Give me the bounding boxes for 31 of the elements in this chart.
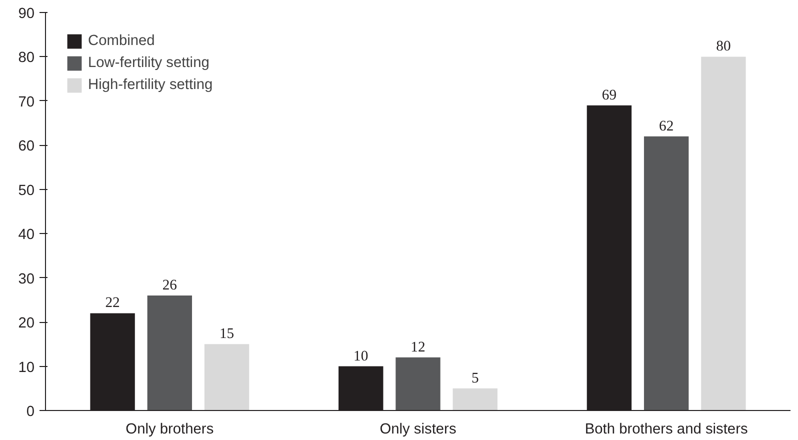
y-tick-label: 30 bbox=[18, 271, 35, 288]
data-label: 15 bbox=[219, 326, 234, 342]
legend-label: Low-fertility setting bbox=[88, 55, 210, 71]
data-label: 69 bbox=[602, 87, 617, 104]
data-label: 80 bbox=[716, 38, 731, 55]
bar bbox=[644, 136, 689, 410]
legend-label: High-fertility setting bbox=[88, 77, 213, 93]
x-tick-label: Both brothers and sisters bbox=[584, 422, 748, 438]
bar bbox=[701, 56, 746, 410]
data-label: 26 bbox=[162, 278, 177, 294]
y-tick-label: 10 bbox=[18, 360, 35, 376]
bar bbox=[147, 296, 192, 410]
data-label: 12 bbox=[410, 339, 426, 356]
data-label: 5 bbox=[471, 370, 479, 386]
y-tick-label: 80 bbox=[18, 50, 35, 66]
bar bbox=[452, 388, 498, 410]
data-label: 22 bbox=[105, 295, 120, 312]
y-tick-label: 60 bbox=[18, 138, 35, 155]
y-tick-label: 0 bbox=[26, 404, 35, 420]
x-tick-label: Only brothers bbox=[126, 422, 214, 438]
y-tick-label: 40 bbox=[18, 227, 35, 244]
x-tick-label: Only sisters bbox=[380, 422, 456, 438]
y-tick-label: 20 bbox=[18, 316, 35, 332]
bar bbox=[204, 344, 250, 410]
legend-label: Combined bbox=[88, 33, 155, 49]
y-tick-label: 70 bbox=[18, 94, 35, 110]
y-tick-label: 90 bbox=[18, 6, 35, 22]
data-label: 62 bbox=[659, 118, 674, 134]
data-label: 10 bbox=[354, 348, 368, 364]
y-tick-label: 50 bbox=[18, 182, 35, 199]
bar bbox=[396, 357, 440, 410]
